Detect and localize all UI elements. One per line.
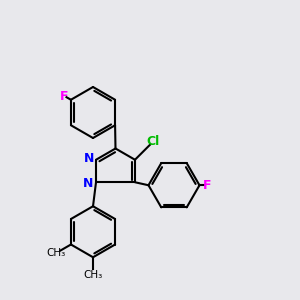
Text: F: F [203,179,211,192]
Text: Cl: Cl [146,135,160,148]
Text: CH₃: CH₃ [83,270,103,280]
Text: N: N [84,152,94,165]
Text: F: F [60,89,69,103]
Text: CH₃: CH₃ [46,248,65,258]
Text: N: N [83,177,94,190]
